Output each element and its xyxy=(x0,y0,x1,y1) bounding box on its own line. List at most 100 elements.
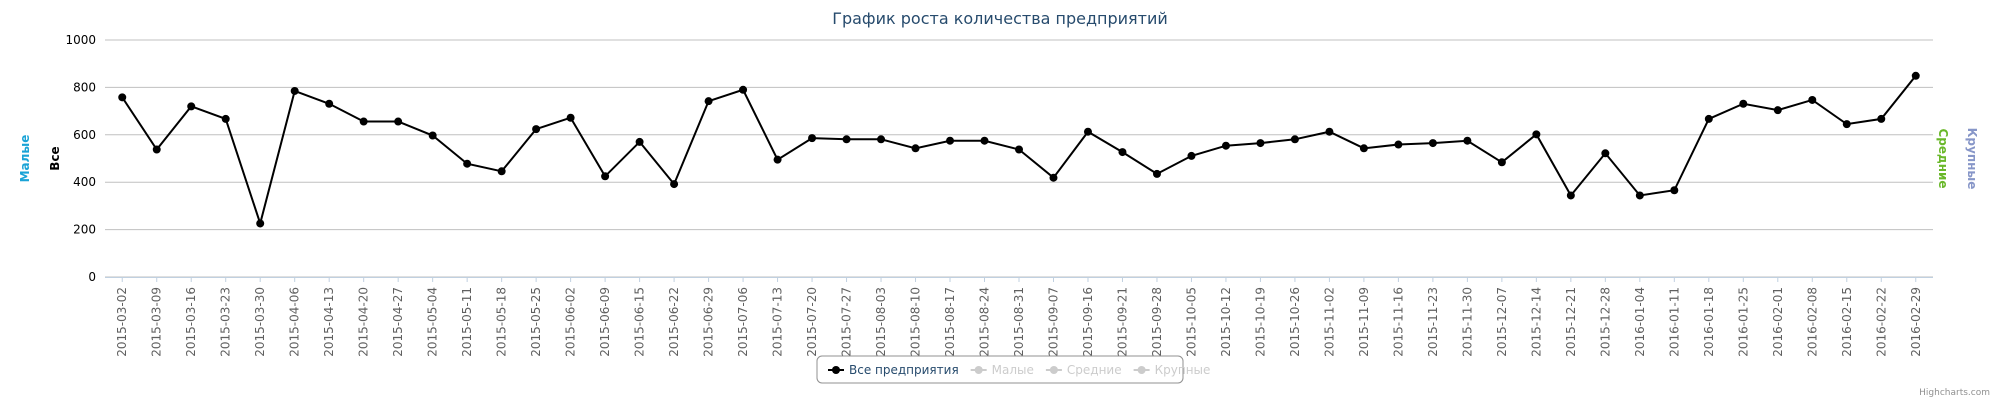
point-marker xyxy=(980,136,989,145)
y-axis-title: Крупные xyxy=(1965,128,1979,190)
point-marker xyxy=(1187,151,1196,160)
point-marker xyxy=(1773,106,1782,115)
point-marker xyxy=(428,131,437,140)
x-tick-label: 2016-02-15 xyxy=(1840,287,1854,357)
point-marker xyxy=(635,137,644,146)
x-tick-label: 2015-10-26 xyxy=(1288,287,1302,357)
y-axis-title: Все xyxy=(48,146,62,170)
point-marker xyxy=(1670,186,1679,195)
point-marker xyxy=(946,136,955,145)
x-tick-label: 2016-02-01 xyxy=(1771,287,1785,357)
x-tick-label: 2015-06-09 xyxy=(598,287,612,357)
x-tick-label: 2015-03-16 xyxy=(184,287,198,357)
x-tick-label: 2015-06-02 xyxy=(564,287,578,357)
x-tick-label: 2015-10-19 xyxy=(1253,287,1267,357)
point-marker xyxy=(1152,169,1161,178)
x-tick-label: 2015-11-23 xyxy=(1426,287,1440,357)
point-marker xyxy=(1221,141,1230,150)
x-tick-label: 2015-09-28 xyxy=(1150,287,1164,357)
legend-item[interactable]: Крупные xyxy=(1133,363,1211,377)
x-tick-label: 2015-06-22 xyxy=(667,287,681,357)
point-marker xyxy=(1532,130,1541,139)
x-tick-label: 2016-01-25 xyxy=(1736,287,1750,357)
point-marker xyxy=(497,167,506,176)
x-tick-label: 2016-01-18 xyxy=(1702,287,1716,357)
point-marker xyxy=(808,134,817,143)
point-marker xyxy=(1566,191,1575,200)
point-marker xyxy=(187,102,196,111)
point-marker xyxy=(1015,145,1023,154)
point-marker xyxy=(1497,158,1506,167)
point-marker xyxy=(1911,71,1920,80)
point-marker xyxy=(670,180,679,189)
y-axis-title: Малые xyxy=(18,135,32,183)
x-tick-label: 2015-05-18 xyxy=(495,287,509,357)
x-tick-label: 2015-07-20 xyxy=(805,287,819,357)
point-marker xyxy=(704,97,713,106)
point-marker xyxy=(1290,135,1299,144)
point-marker xyxy=(877,135,886,144)
x-tick-label: 2015-11-09 xyxy=(1357,287,1371,357)
point-marker xyxy=(1808,95,1817,104)
x-tick-label: 2015-09-07 xyxy=(1046,287,1060,357)
x-tick-label: 2016-02-08 xyxy=(1805,287,1819,357)
x-tick-label: 2015-09-21 xyxy=(1115,287,1129,357)
legend-marker xyxy=(974,366,983,374)
legend-marker xyxy=(1137,366,1146,374)
point-marker xyxy=(1118,148,1127,157)
y-tick-label: 600 xyxy=(73,128,96,142)
x-tick-label: 2016-01-11 xyxy=(1667,287,1681,357)
legend-label: Крупные xyxy=(1155,363,1211,377)
point-marker xyxy=(1842,120,1851,129)
point-marker xyxy=(1394,140,1403,149)
legend-label: Средние xyxy=(1067,363,1122,377)
legend: Все предприятия Малые Средние Крупные xyxy=(816,355,1211,384)
legend-item[interactable]: Средние xyxy=(1045,363,1122,377)
x-tick-label: 2015-08-31 xyxy=(1012,287,1026,357)
x-tick-label: 2015-06-29 xyxy=(702,287,716,357)
point-marker xyxy=(1704,114,1713,123)
x-tick-label: 2015-05-25 xyxy=(529,287,543,357)
y-tick-label: 800 xyxy=(73,80,96,94)
point-marker xyxy=(256,219,265,228)
x-tick-label: 2015-04-06 xyxy=(288,287,302,357)
x-tick-label: 2015-03-02 xyxy=(115,287,129,357)
point-marker xyxy=(463,159,472,168)
x-tick-label: 2015-12-21 xyxy=(1564,287,1578,357)
point-marker xyxy=(152,145,161,154)
legend-label: Все предприятия xyxy=(849,363,959,377)
x-tick-label: 2016-02-29 xyxy=(1909,287,1923,357)
x-tick-label: 2016-02-22 xyxy=(1874,287,1888,357)
legend-marker xyxy=(832,366,840,374)
point-marker xyxy=(1463,136,1472,145)
point-marker xyxy=(1359,144,1368,153)
y-tick-label: 0 xyxy=(88,270,96,284)
x-tick-label: 2015-11-30 xyxy=(1460,287,1474,357)
point-marker xyxy=(1428,139,1437,148)
x-tick-label: 2015-12-28 xyxy=(1598,287,1612,357)
point-marker xyxy=(532,125,541,134)
x-tick-label: 2015-04-27 xyxy=(391,287,405,357)
x-tick-label: 2015-03-09 xyxy=(150,287,164,357)
point-marker xyxy=(359,117,368,126)
x-tick-label: 2015-07-06 xyxy=(736,287,750,357)
point-marker xyxy=(1256,139,1265,148)
legend-item[interactable]: Все предприятия xyxy=(828,363,959,377)
credits[interactable]: Highcharts.com xyxy=(1919,388,1990,398)
legend-item[interactable]: Малые xyxy=(970,363,1034,377)
point-marker xyxy=(1325,127,1334,136)
point-marker xyxy=(325,99,334,108)
chart-title: График роста количества предприятий xyxy=(832,9,1168,28)
point-marker xyxy=(842,135,851,144)
legend-marker xyxy=(1049,366,1058,374)
x-tick-label: 2016-01-04 xyxy=(1633,287,1647,357)
x-tick-label: 2015-12-07 xyxy=(1495,287,1509,357)
point-marker xyxy=(290,86,299,95)
x-tick-label: 2015-10-12 xyxy=(1219,287,1233,357)
x-tick-label: 2015-04-13 xyxy=(322,287,336,357)
x-tick-label: 2015-09-16 xyxy=(1081,287,1095,357)
point-marker xyxy=(118,93,127,102)
y-axis-title: Средние xyxy=(1936,128,1950,188)
point-marker xyxy=(739,85,748,94)
